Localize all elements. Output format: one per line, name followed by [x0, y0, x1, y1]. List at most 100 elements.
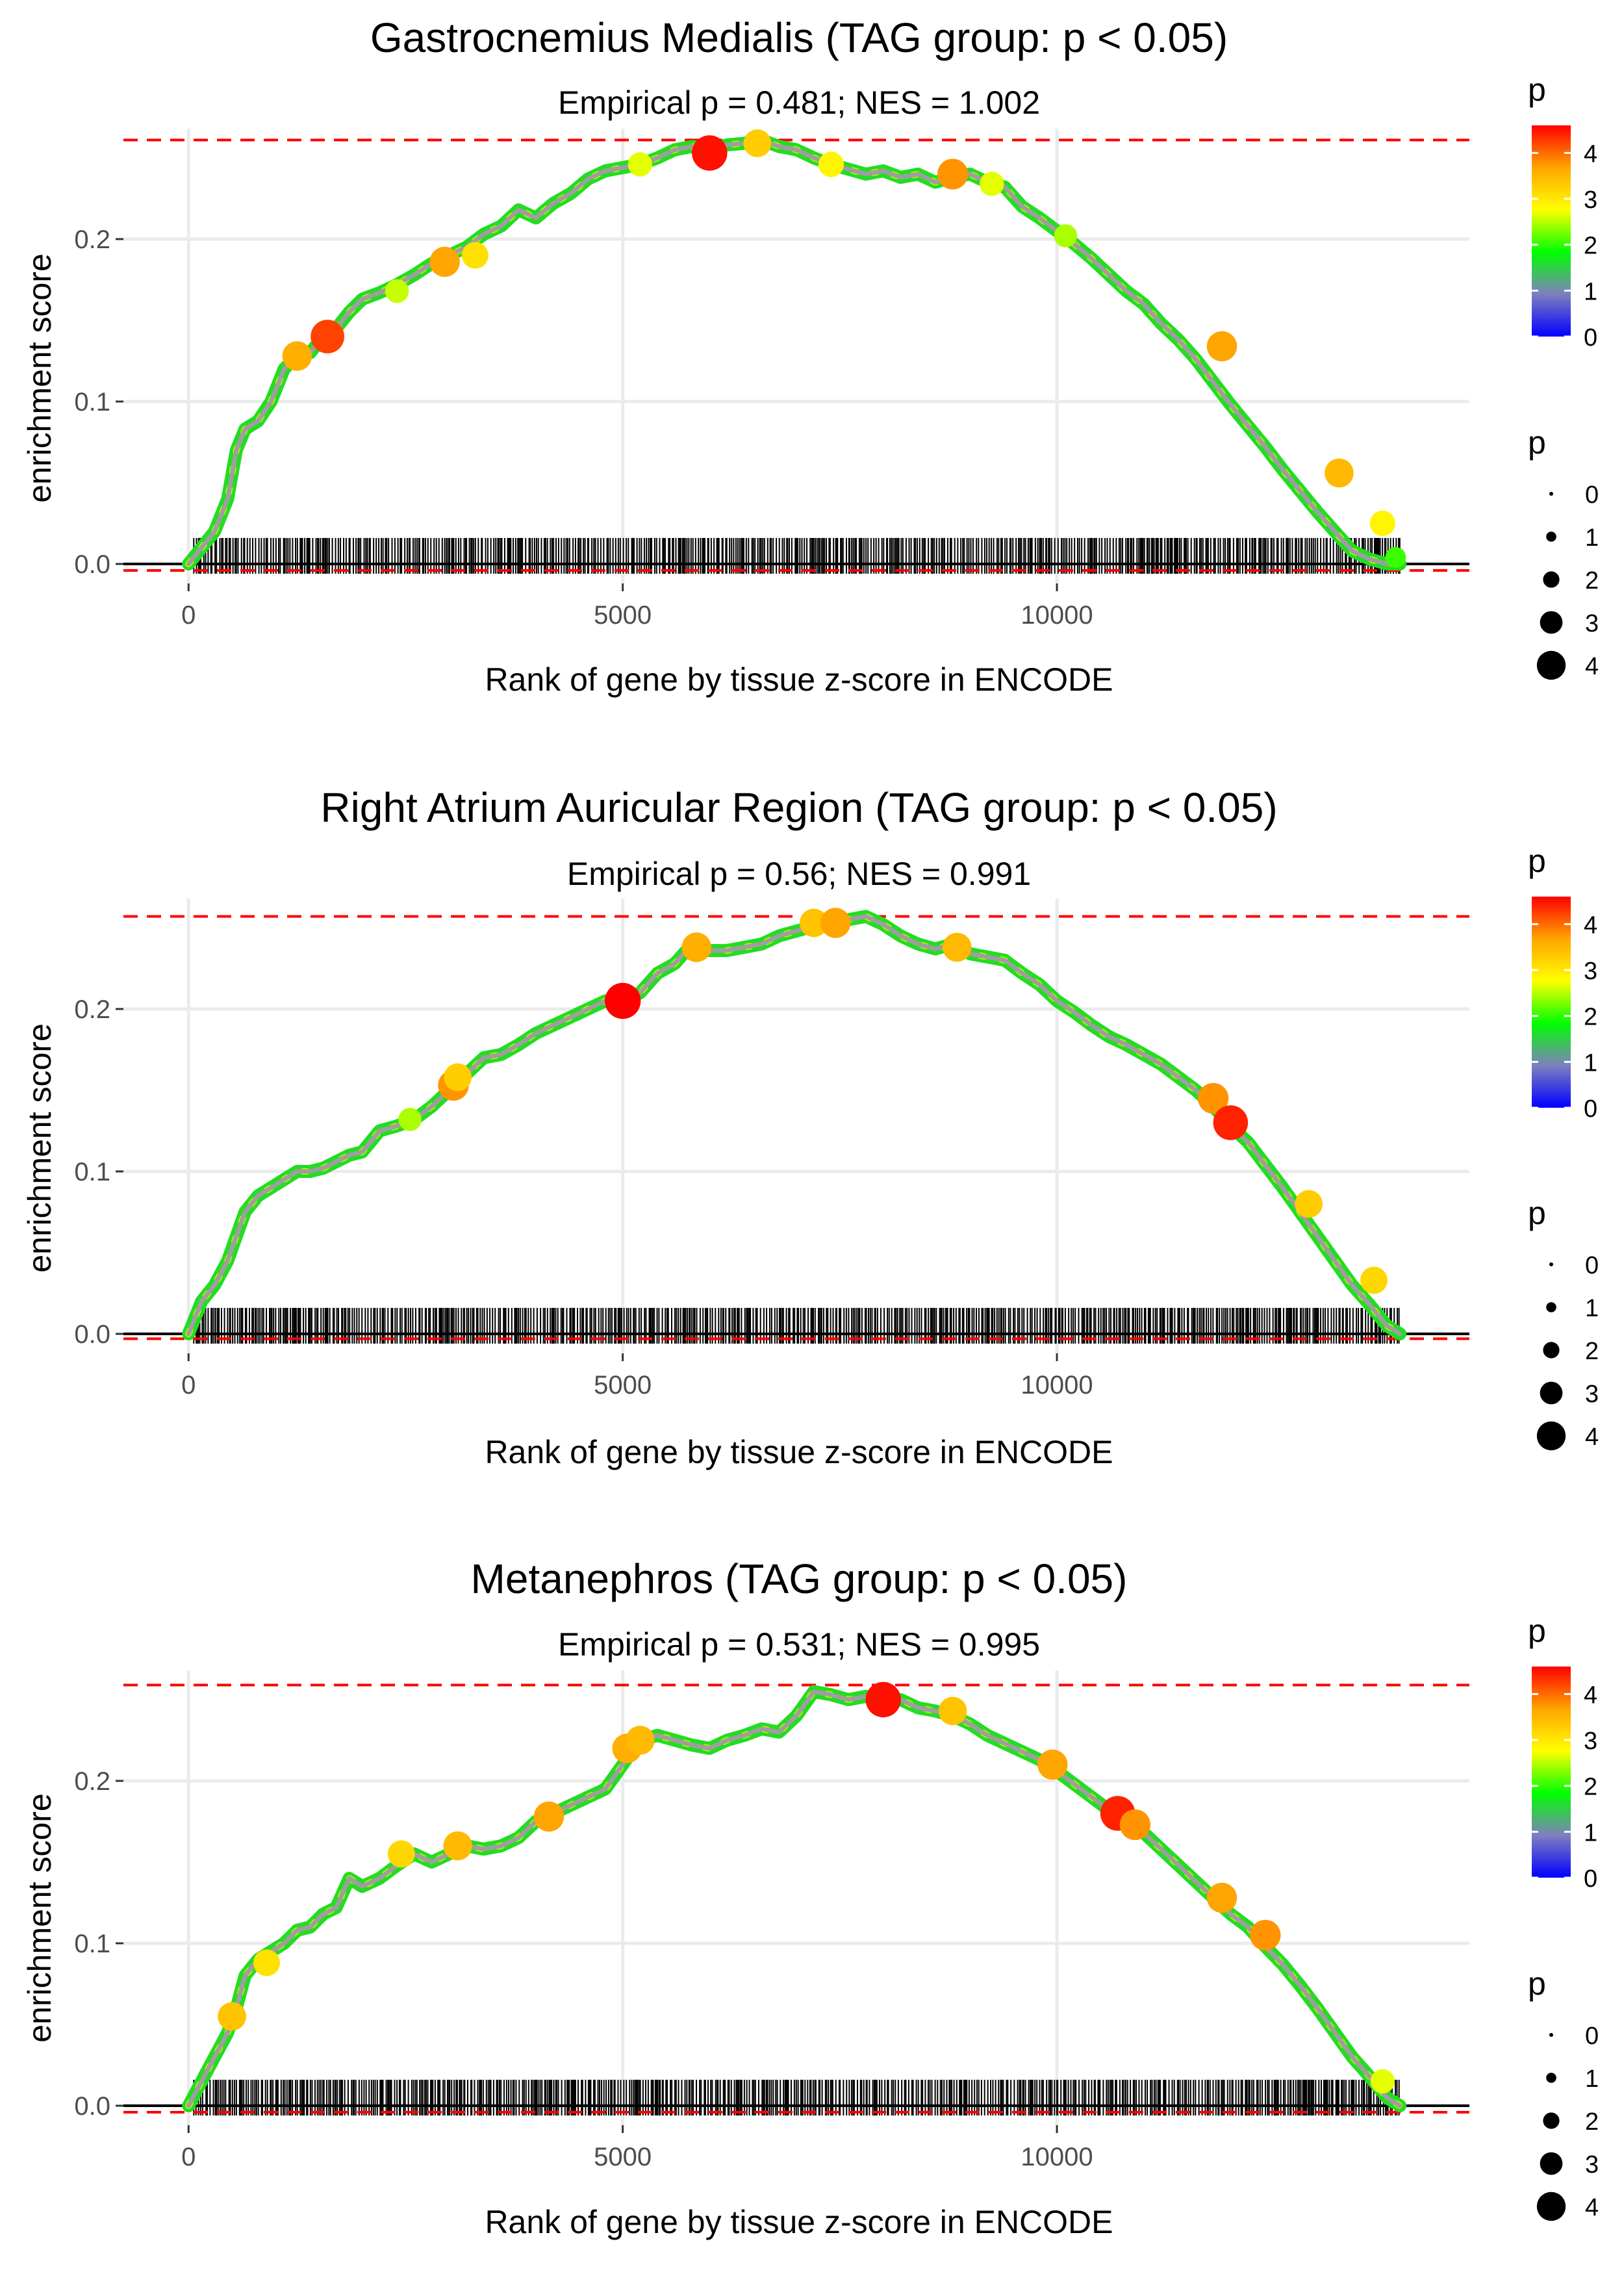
size-legend-label: 4: [1585, 1424, 1599, 1451]
panel-2-x-axis-label: Rank of gene by tissue z-score in ENCODE: [485, 1434, 1113, 1470]
enrichment-point: [681, 932, 712, 962]
size-legend-key: [1546, 2073, 1556, 2083]
enrichment-point: [1198, 1082, 1229, 1114]
colorbar-title: p: [1528, 843, 1546, 879]
panel-2-subtitle: Empirical p = 0.56; NES = 0.991: [567, 856, 1031, 892]
size-legend-key: [1543, 571, 1560, 588]
y-tick-label: 0.0: [74, 550, 110, 579]
y-tick-label: 0.2: [74, 995, 110, 1024]
enrichment-point: [1119, 1809, 1150, 1841]
enrichment-point: [743, 129, 772, 157]
panel-1-subtitle: Empirical p = 0.481; NES = 1.002: [558, 84, 1040, 121]
size-legend-label: 4: [1585, 653, 1599, 680]
x-tick-label: 10000: [1021, 601, 1093, 630]
gene-rug: [193, 1308, 1400, 1344]
size-legend-label: 2: [1585, 2108, 1599, 2136]
enrichment-point: [692, 135, 728, 171]
panel-2-title: Right Atrium Auricular Region (TAG group…: [320, 784, 1277, 831]
colorbar: [1532, 1667, 1571, 1878]
colorbar-tick-label: 4: [1584, 140, 1597, 168]
enrichment-point: [1369, 510, 1395, 537]
legend-group-1: p 0 1 2 3 4 p 0 1 2 3 4: [1528, 71, 1599, 680]
enrichment-point: [980, 172, 1004, 196]
size-legend-title: p: [1528, 424, 1546, 461]
size-legend-key: [1546, 531, 1556, 542]
enrichment-point: [387, 1840, 415, 1868]
legend-group-2: p 0 1 2 3 4 p 0 1 2 3 4: [1528, 843, 1599, 1451]
panel-2-y-axis-label: enrichment score: [21, 1023, 58, 1273]
y-tick-label: 0.0: [74, 1320, 110, 1349]
size-legend-key: [1536, 2191, 1566, 2221]
enrichment-curve: [186, 914, 1402, 1336]
panel-1-x-axis-label: Rank of gene by tissue z-score in ENCODE: [485, 661, 1113, 698]
enrichment-point: [938, 1696, 967, 1726]
size-legend-key: [1549, 2033, 1553, 2037]
colorbar-tick-label: 4: [1584, 1681, 1597, 1709]
enrichment-point: [1206, 331, 1237, 362]
colorbar-tick-label: 2: [1584, 1004, 1597, 1031]
enrichment-point: [253, 1949, 281, 1976]
panel-3-y-axis-label: enrichment score: [21, 1793, 58, 2043]
enrichment-point: [1360, 1266, 1388, 1294]
enrichment-point: [385, 279, 409, 303]
enrichment-point: [1250, 1919, 1281, 1951]
colorbar-tick-label: 4: [1584, 912, 1597, 939]
enrichment-point: [429, 246, 460, 277]
legend-group-3: p 0 1 2 3 4 p 0 1 2 3 4: [1528, 1613, 1599, 2221]
enrichment-point: [1385, 547, 1406, 568]
size-legend-label: 4: [1585, 2194, 1599, 2221]
enrichment-point: [937, 159, 969, 190]
enrichment-point: [443, 1831, 472, 1861]
panel-1-y-axis-label: enrichment score: [21, 253, 58, 503]
size-legend-label: 2: [1585, 567, 1599, 594]
enrichment-point: [444, 1063, 472, 1092]
y-tick-label: 0.2: [74, 225, 110, 254]
x-tick-label: 5000: [594, 1371, 652, 1399]
enrichment-point: [218, 2002, 246, 2031]
enrichment-point: [1206, 1882, 1237, 1913]
enrichment-point: [311, 320, 345, 353]
plot-area-1: 0 5000 10000 0.0 0.1 0.2: [74, 129, 1469, 630]
size-legend-label: 0: [1585, 2023, 1599, 2050]
plot-area-2: 0 5000 10000 0.0 0.1 0.2: [74, 899, 1469, 1399]
size-legend-label: 0: [1585, 1252, 1599, 1279]
enrichment-point: [1054, 224, 1078, 248]
colorbar-tick-label: 2: [1584, 1774, 1597, 1801]
legends: p 0 1 2 3 4 p 0 1 2 3 4 p 0 1 2 3 4 p 0 1 2 3 4 p 0 1 2 3 4 p 0 1 2 3 4: [1528, 71, 1599, 2221]
colorbar-tick-label: 1: [1584, 1049, 1597, 1077]
size-legend-title: p: [1528, 1195, 1546, 1231]
size-legend-label: 3: [1585, 610, 1599, 637]
enrichment-point: [1213, 1105, 1249, 1140]
panel-2: 0 5000 10000 0.0 0.1 0.2 Right Atrium Auricul…: [21, 784, 1469, 1470]
panel-3-subtitle: Empirical p = 0.531; NES = 0.995: [558, 1626, 1040, 1663]
size-legend-key: [1543, 2112, 1560, 2129]
size-legend-key: [1536, 650, 1566, 680]
size-legend-key: [1549, 1262, 1553, 1266]
enrichment-point: [1037, 1749, 1068, 1780]
size-legend-label: 3: [1585, 1381, 1599, 1408]
enrichment-point: [1295, 1190, 1323, 1218]
enrichment-point: [1325, 458, 1354, 488]
x-tick-label: 5000: [594, 2143, 652, 2171]
panel-1: 0 5000 10000 0.0 0.1 0.2 Gastrocnemius Medial…: [21, 14, 1469, 698]
enrichment-point: [943, 932, 972, 962]
size-legend-title: p: [1528, 1965, 1546, 2002]
enrichment-point: [628, 152, 653, 177]
panel-1-title: Gastrocnemius Medialis (TAG group: p < 0…: [370, 14, 1228, 61]
colorbar-tick-label: 3: [1584, 186, 1597, 214]
size-legend-label: 0: [1585, 481, 1599, 509]
colorbar-tick-label: 0: [1584, 1865, 1597, 1893]
panel-3-x-axis-label: Rank of gene by tissue z-score in ENCODE: [485, 2204, 1113, 2240]
size-legend-label: 2: [1585, 1338, 1599, 1365]
panel-3-title: Metanephros (TAG group: p < 0.05): [471, 1555, 1128, 1602]
enrichment-point: [282, 341, 312, 371]
y-tick-label: 0.1: [74, 388, 110, 416]
y-tick-label: 0.2: [74, 1767, 110, 1796]
enrichment-point: [533, 1801, 565, 1832]
enrichment-point: [604, 982, 641, 1019]
y-tick-label: 0.0: [74, 2092, 110, 2121]
enrichment-curve: [186, 1689, 1402, 2108]
x-tick-label: 0: [181, 1371, 196, 1399]
colorbar-title: p: [1528, 1613, 1546, 1649]
